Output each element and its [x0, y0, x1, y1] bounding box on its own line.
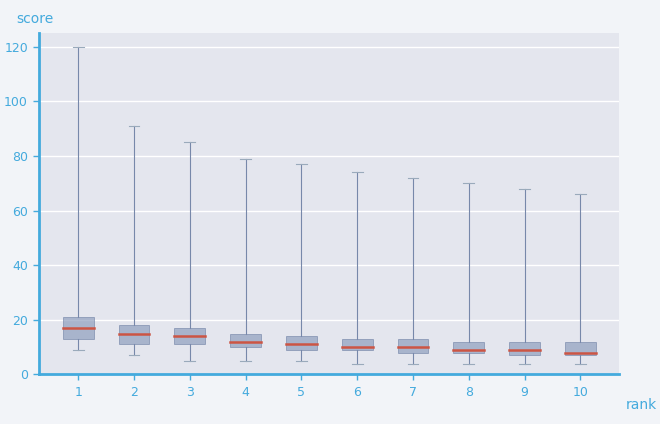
FancyBboxPatch shape: [565, 342, 596, 355]
Text: rank: rank: [625, 399, 657, 413]
FancyBboxPatch shape: [342, 339, 372, 350]
FancyBboxPatch shape: [230, 334, 261, 347]
Text: score: score: [16, 12, 53, 26]
FancyBboxPatch shape: [174, 328, 205, 344]
FancyBboxPatch shape: [398, 339, 428, 353]
FancyBboxPatch shape: [286, 336, 317, 350]
FancyBboxPatch shape: [510, 342, 540, 355]
FancyBboxPatch shape: [63, 317, 94, 339]
FancyBboxPatch shape: [453, 342, 484, 353]
FancyBboxPatch shape: [119, 325, 149, 344]
